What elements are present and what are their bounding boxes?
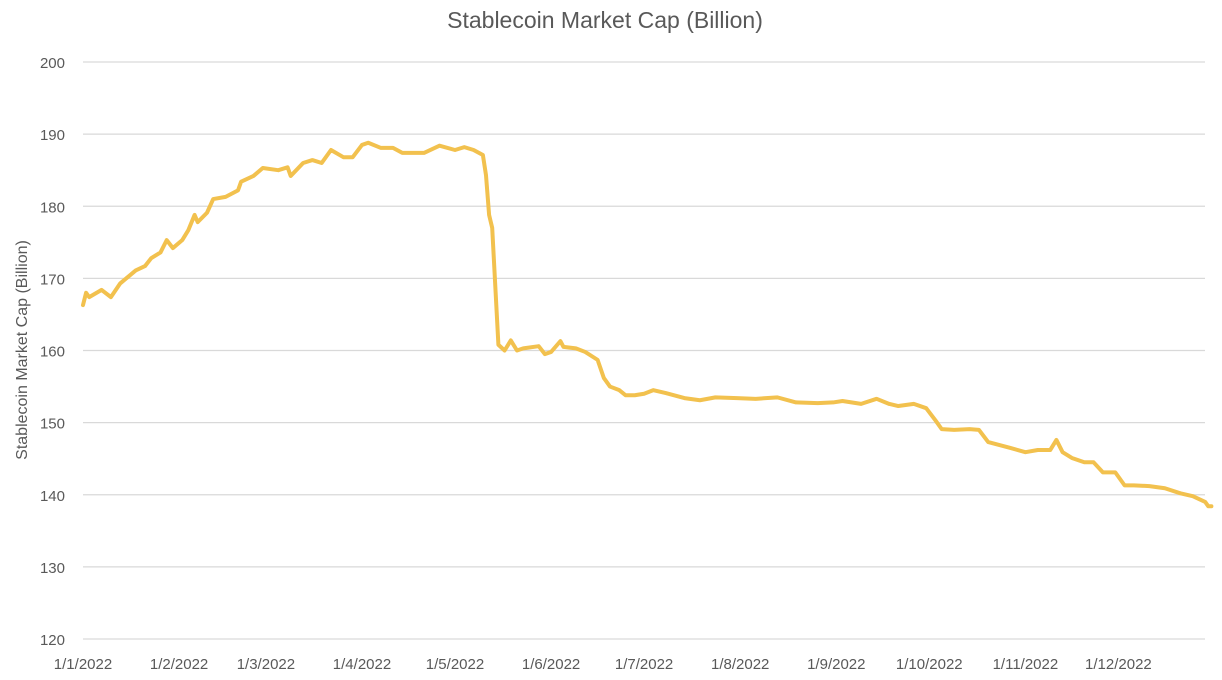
x-tick-label: 1/12/2022 xyxy=(1085,656,1152,673)
y-axis-label: Stablecoin Market Cap (Billion) xyxy=(14,240,31,460)
x-tick-label: 1/6/2022 xyxy=(522,656,580,673)
x-tick-label: 1/11/2022 xyxy=(993,656,1059,673)
y-tick-label: 130 xyxy=(40,560,65,577)
x-tick-label: 1/3/2022 xyxy=(237,656,295,673)
y-tick-label: 160 xyxy=(40,344,65,361)
x-tick-label: 1/1/2022 xyxy=(54,656,112,673)
y-tick-label: 120 xyxy=(40,632,65,649)
y-tick-label: 180 xyxy=(40,199,65,216)
chart-title: Stablecoin Market Cap (Billion) xyxy=(447,7,763,33)
y-tick-label: 170 xyxy=(40,271,65,288)
x-tick-label: 1/9/2022 xyxy=(807,656,865,673)
x-tick-label: 1/7/2022 xyxy=(615,656,673,673)
x-tick-label: 1/4/2022 xyxy=(333,656,391,673)
x-tick-label: 1/8/2022 xyxy=(711,656,769,673)
y-tick-label: 140 xyxy=(40,488,65,505)
series-line xyxy=(81,140,1214,509)
y-tick-label: 200 xyxy=(40,55,65,72)
x-tick-label: 1/2/2022 xyxy=(150,656,208,673)
x-tick-label: 1/10/2022 xyxy=(896,656,963,673)
y-tick-label: 150 xyxy=(40,416,65,433)
y-tick-label: 190 xyxy=(40,127,65,144)
x-tick-label: 1/5/2022 xyxy=(426,656,484,673)
